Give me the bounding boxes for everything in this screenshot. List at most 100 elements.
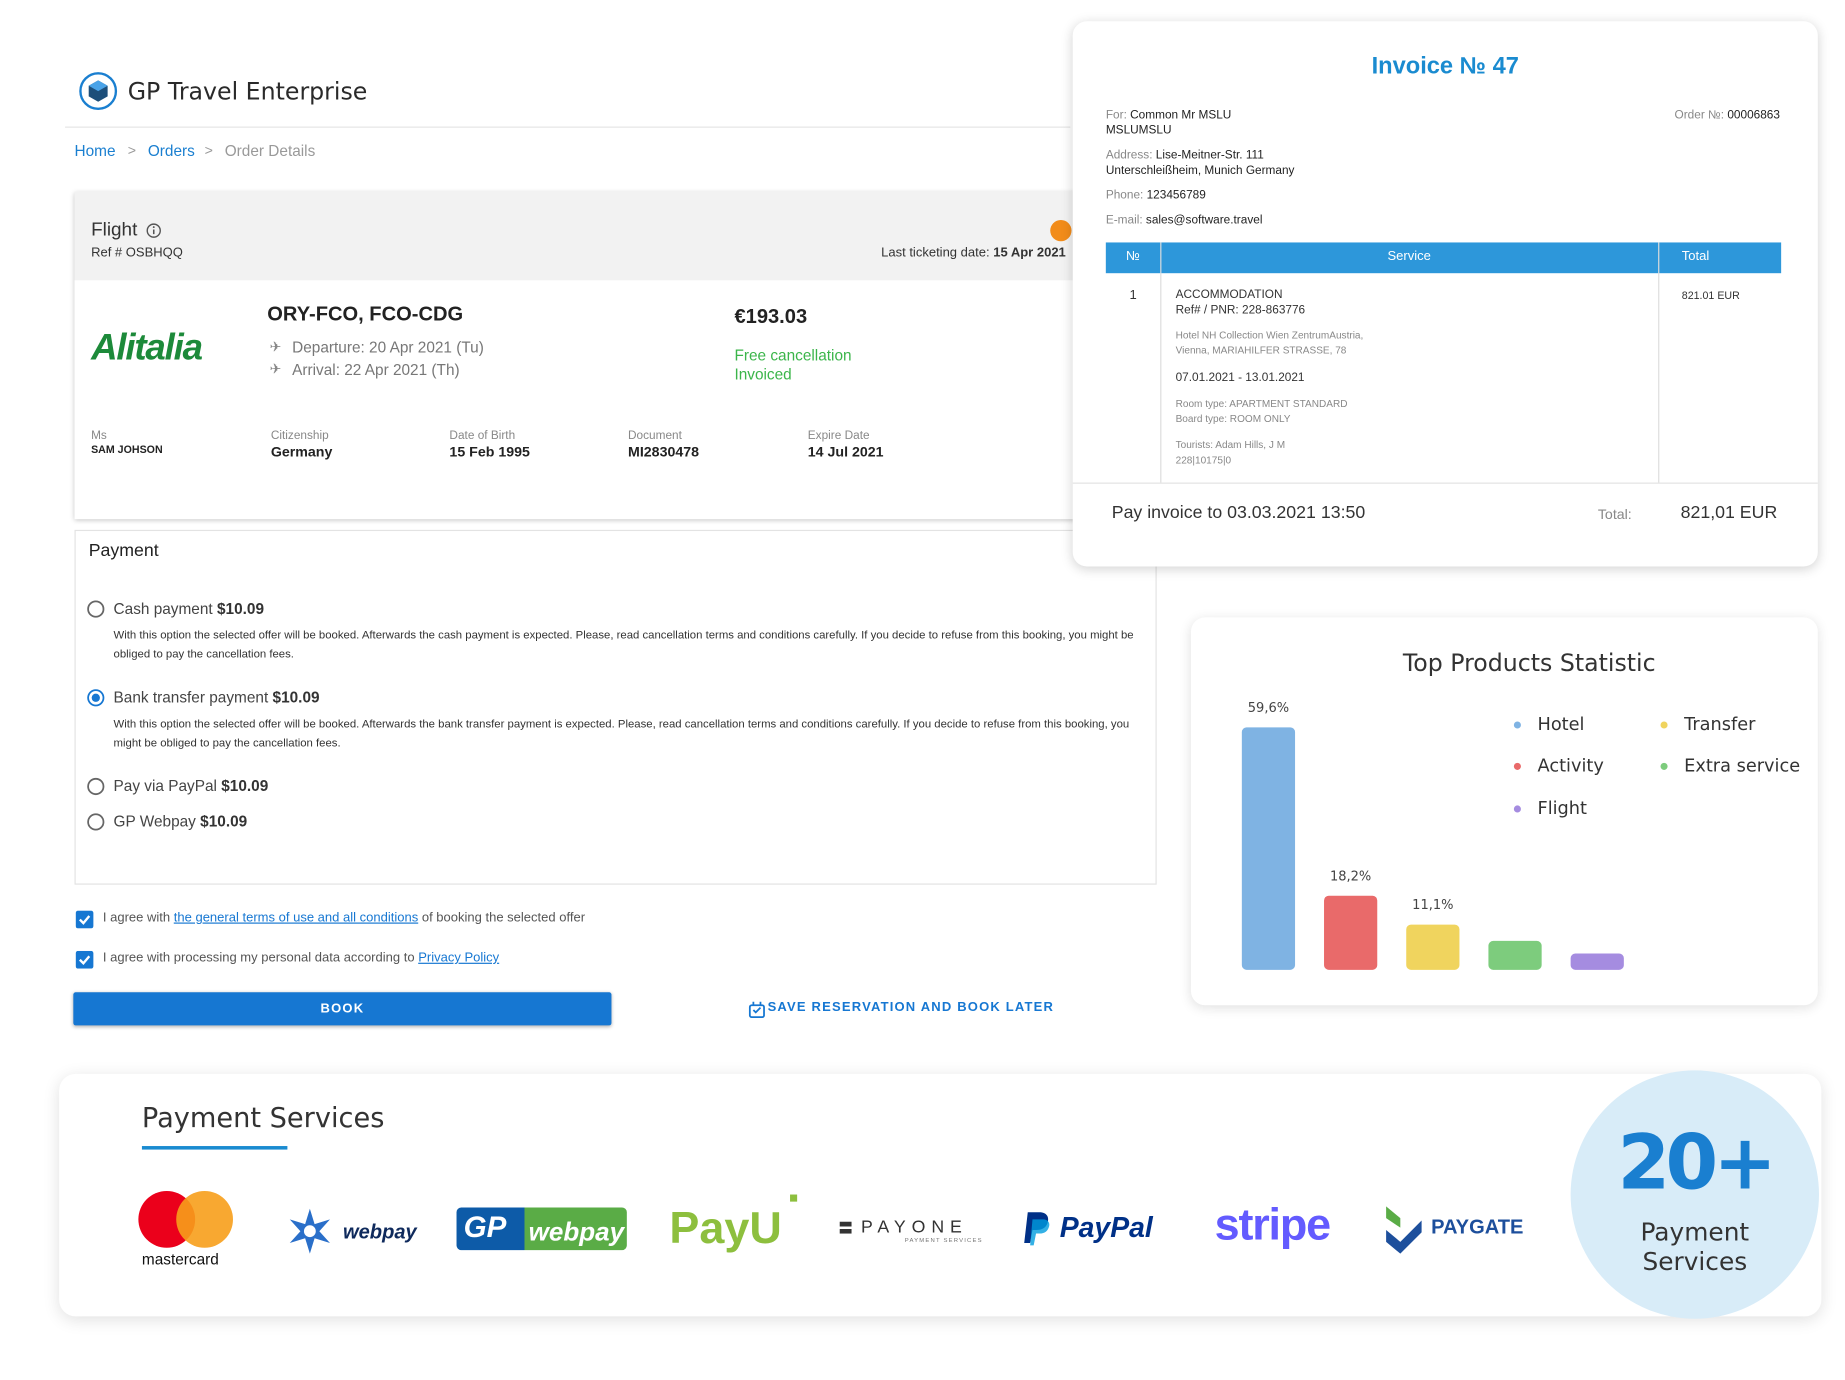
- passenger-label: Citizenship: [270, 429, 329, 443]
- flight-title: Flight: [91, 219, 138, 241]
- chart-card: [1190, 617, 1818, 1006]
- checkbox-box: [75, 910, 94, 929]
- checkbox-box: [75, 950, 94, 969]
- airline-logo: Alitalia: [91, 326, 203, 368]
- radio-ring: [87, 777, 105, 796]
- departure: Departure: 20 Apr 2021 (Tu): [292, 338, 484, 356]
- service-line: Ref# / PNR: 228-863776: [1175, 303, 1306, 317]
- option-price: $10.09: [216, 599, 265, 618]
- departure-icon: ✈: [269, 338, 282, 355]
- radio[interactable]: [86, 688, 105, 707]
- service-line: Board type: ROOM ONLY: [1175, 412, 1291, 425]
- radio[interactable]: [86, 777, 105, 796]
- title-underline: [141, 1146, 288, 1150]
- save-icon: [748, 1001, 765, 1019]
- badge-number: 20+: [1617, 1120, 1777, 1208]
- value-label: 18,2%: [1330, 869, 1371, 884]
- status: Free cancellation: [734, 346, 852, 365]
- service-line: 228|10175|0: [1175, 454, 1232, 466]
- payment-title: Payment: [88, 540, 159, 561]
- stripe-text: stripe: [1214, 1200, 1331, 1251]
- passenger-value: 15 Feb 1995: [449, 443, 530, 461]
- label: Last ticketing date:: [881, 246, 990, 261]
- invoice-address: Unterschleißheim, Munich Germany: [1105, 164, 1295, 178]
- info-icon: [146, 223, 161, 238]
- passenger-value: 14 Jul 2021: [807, 443, 884, 461]
- route: ORY-FCO, FCO-CDG: [267, 302, 464, 326]
- option-name: GP Webpay: [113, 812, 196, 831]
- invoice-order: Order №: 00006863: [1674, 108, 1780, 122]
- column-header: Total: [1681, 249, 1710, 264]
- option-name: Pay via PayPal: [113, 777, 217, 795]
- checkbox[interactable]: [75, 950, 94, 969]
- legend-dot: [1513, 805, 1521, 813]
- service-line: 07.01.2021 - 13.01.2021: [1175, 371, 1305, 385]
- payone-text: PAYONE: [861, 1216, 968, 1238]
- passenger-label: Ms: [91, 429, 107, 443]
- invoice-card: [1072, 21, 1818, 567]
- radio[interactable]: [86, 600, 105, 619]
- radio-ring: [87, 813, 105, 831]
- breadcrumb[interactable]: Home: [74, 141, 116, 160]
- option-label: Pay via PayPal $10.09: [114, 778, 269, 793]
- status: Invoiced: [734, 365, 792, 384]
- invoice-phone: Phone: 123456789: [1105, 189, 1206, 203]
- option-price: $10.09: [221, 777, 269, 795]
- badge: [1570, 1070, 1819, 1319]
- paygate-text: PAYGATE: [1431, 1215, 1524, 1239]
- brand-name: GP Travel Enterprise: [127, 76, 368, 106]
- flight-ref: Ref # OSBHQQ: [91, 246, 183, 261]
- save-later-button[interactable]: SAVE RESERVATION AND BOOK LATER: [767, 1000, 1055, 1015]
- breadcrumb-separator: >: [127, 141, 137, 159]
- agreement-before: I agree with: [102, 910, 174, 925]
- row-number: 1: [1129, 288, 1137, 303]
- webpay-text: webpay: [342, 1220, 417, 1244]
- radio[interactable]: [86, 813, 105, 832]
- date: 15 Apr 2021: [993, 246, 1066, 261]
- checkmark: [78, 915, 91, 925]
- checkmark: [78, 955, 91, 966]
- legend-dot: [1513, 721, 1521, 729]
- option-label: GP Webpay $10.09: [114, 814, 248, 829]
- paygate-mark: [1386, 1206, 1422, 1254]
- total-label: Total:: [1597, 506, 1632, 523]
- header-divider: [65, 126, 1071, 128]
- agreement-link[interactable]: the general terms of use and all conditi…: [173, 910, 419, 925]
- bar: [1488, 940, 1542, 970]
- bar: [1406, 924, 1460, 970]
- checkbox[interactable]: [75, 910, 94, 929]
- chart-title: Top Products Statistic: [1402, 649, 1656, 677]
- payu-dot: [790, 1194, 798, 1202]
- invoice-table-header: [1105, 242, 1782, 274]
- book-button[interactable]: BOOK: [73, 992, 612, 1026]
- payment-card: [74, 529, 1157, 885]
- passenger-label: Expire Date: [807, 429, 870, 443]
- services-card: [59, 1073, 1822, 1317]
- bar: [1324, 895, 1378, 970]
- legend-label: Extra service: [1684, 756, 1800, 776]
- passenger-value: MI2830478: [628, 443, 700, 461]
- bar: [1241, 727, 1296, 970]
- column-header: №: [1126, 249, 1141, 264]
- agreement-before: I agree with processing my personal data…: [102, 950, 419, 966]
- invoice-for: For: Common Mr MSLU: [1105, 108, 1232, 122]
- breadcrumb[interactable]: Orders: [147, 141, 195, 160]
- last-ticketing: Last ticketing date: 15 Apr 2021: [881, 247, 1066, 260]
- agreement-link[interactable]: Privacy Policy: [418, 950, 500, 966]
- option-price: $10.09: [272, 688, 320, 707]
- webpay-star: [289, 1208, 330, 1254]
- payone-sub: PAYMENT SERVICES: [904, 1237, 983, 1245]
- status-dot: [1050, 219, 1072, 242]
- brand-logo: [79, 72, 118, 110]
- value-label: 59,6%: [1248, 701, 1289, 716]
- passenger-value: Germany: [270, 443, 333, 461]
- option-description: With this option the selected offer will…: [113, 629, 1134, 662]
- option-name: Cash payment: [113, 599, 213, 618]
- legend-label: Flight: [1538, 799, 1588, 819]
- column-divider: [1658, 242, 1660, 483]
- option-name: Bank transfer payment: [113, 688, 269, 707]
- service-line: Vienna, MARIAHILFER STRASSE, 78: [1175, 344, 1347, 356]
- paypal-mark: [1024, 1212, 1050, 1246]
